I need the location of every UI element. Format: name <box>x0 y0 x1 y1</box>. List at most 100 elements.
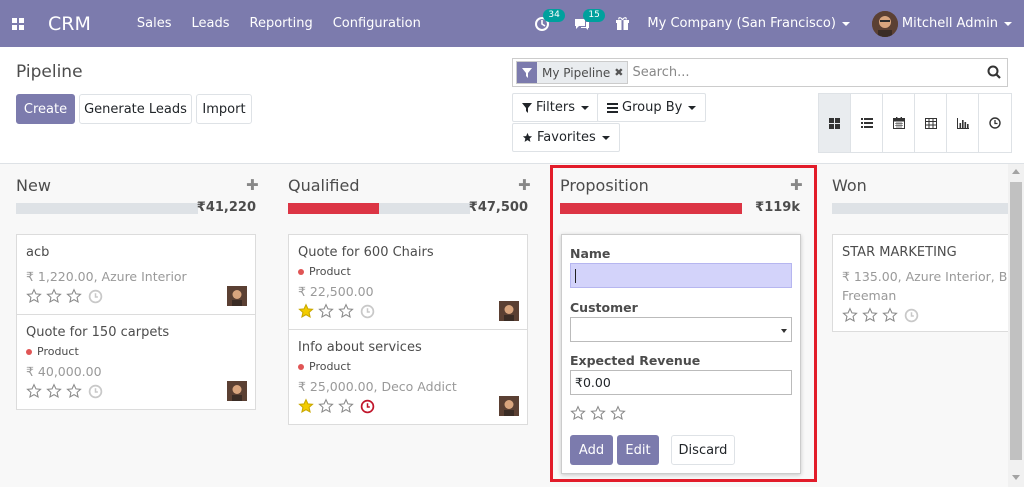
star-icon[interactable] <box>318 398 334 418</box>
chevron-down-icon <box>841 21 850 26</box>
discard-button[interactable]: Discard <box>671 435 735 465</box>
page-title: Pipeline <box>16 62 83 82</box>
generate-leads-button[interactable]: Generate Leads <box>79 94 192 124</box>
revenue-input[interactable]: ₹0.00 <box>570 370 792 395</box>
card-title: Info about services <box>298 340 422 355</box>
user-avatar[interactable] <box>871 10 898 37</box>
card-tag: Product <box>26 345 79 358</box>
chevron-down-icon <box>580 105 589 110</box>
user-name[interactable]: Mitchell Admin <box>901 16 998 31</box>
activity-clock-icon[interactable] <box>904 308 919 327</box>
star-icon[interactable] <box>298 398 314 418</box>
column-progressbar[interactable] <box>16 203 198 214</box>
pivot-view-icon[interactable] <box>915 94 947 152</box>
priority-stars[interactable] <box>298 398 375 418</box>
star-icon[interactable] <box>338 398 354 418</box>
activity-clock-icon[interactable] <box>88 289 103 308</box>
facet-value: My Pipeline <box>542 65 611 80</box>
star-icon[interactable] <box>66 288 82 308</box>
priority-stars[interactable] <box>298 303 375 323</box>
import-button[interactable]: Import <box>196 94 252 124</box>
avatar[interactable] <box>499 301 519 321</box>
kanban-card[interactable]: acb ₹ 1,220.00, Azure Interior <box>16 234 256 315</box>
star-icon[interactable] <box>570 405 586 425</box>
graph-view-icon[interactable] <box>947 94 979 152</box>
scroll-down-icon[interactable] <box>1012 475 1020 480</box>
star-icon[interactable] <box>298 303 314 323</box>
column-title: New <box>16 176 51 195</box>
messages-icon[interactable]: 15 <box>573 8 605 33</box>
priority-stars[interactable] <box>570 405 630 425</box>
customer-label: Customer <box>570 300 638 315</box>
filters-dropdown[interactable]: Filters <box>512 93 599 122</box>
card-subtitle: ₹ 22,500.00 <box>298 284 374 299</box>
priority-stars[interactable] <box>26 383 103 403</box>
star-icon[interactable] <box>26 288 42 308</box>
groupby-dropdown[interactable]: Group By <box>597 93 707 122</box>
messages-badge: 15 <box>583 8 605 22</box>
menu-sales[interactable]: Sales <box>136 16 172 31</box>
tag-color-dot <box>26 348 32 355</box>
plus-icon[interactable]: ✚ <box>790 176 803 194</box>
calendar-view-icon[interactable] <box>883 94 915 152</box>
star-icon[interactable] <box>590 405 606 425</box>
menu-reporting[interactable]: Reporting <box>249 16 313 31</box>
column-title: Won <box>832 176 867 195</box>
activity-view-icon[interactable] <box>979 94 1011 152</box>
search-bar[interactable]: My Pipeline ✖ Search... <box>512 58 1008 87</box>
activity-clock-icon[interactable] <box>360 304 375 323</box>
scroll-up-icon[interactable] <box>1012 169 1020 174</box>
column-progressbar[interactable] <box>288 203 470 214</box>
search-input[interactable]: Search... <box>632 65 690 80</box>
column-progressbar[interactable] <box>560 203 742 214</box>
star-icon[interactable] <box>338 303 354 323</box>
plus-icon[interactable]: ✚ <box>246 176 259 194</box>
search-icon[interactable] <box>987 65 1001 83</box>
activity-clock-icon[interactable] <box>88 384 103 403</box>
create-button[interactable]: Create <box>16 94 75 124</box>
avatar[interactable] <box>227 286 247 306</box>
column-progressbar[interactable] <box>832 203 1012 214</box>
list-view-icon[interactable] <box>851 94 883 152</box>
kanban-card[interactable]: Quote for 600 Chairs Product ₹ 22,500.00 <box>288 234 528 330</box>
star-icon[interactable] <box>862 307 878 327</box>
star-icon[interactable] <box>842 307 858 327</box>
column-total: ₹41,220 <box>196 200 256 215</box>
star-icon[interactable] <box>318 303 334 323</box>
scroll-thumb[interactable] <box>1010 182 1022 460</box>
card-tag: Product <box>298 265 351 278</box>
customer-select[interactable] <box>570 317 792 342</box>
app-brand[interactable]: CRM <box>48 12 91 35</box>
star-icon[interactable] <box>610 405 626 425</box>
kanban-view-icon[interactable] <box>819 94 851 152</box>
gift-icon[interactable] <box>613 15 631 33</box>
plus-icon[interactable]: ✚ <box>518 176 531 194</box>
vertical-scrollbar[interactable] <box>1008 164 1024 487</box>
priority-stars[interactable] <box>26 288 103 308</box>
name-input[interactable] <box>570 263 792 288</box>
avatar[interactable] <box>227 381 247 401</box>
kanban-card[interactable]: STAR MARKETING ₹ 135.00, Azure Interior,… <box>832 234 1024 332</box>
menu-leads[interactable]: Leads <box>191 16 230 31</box>
kanban-card[interactable]: Info about services Product ₹ 25,000.00,… <box>288 329 528 425</box>
apps-menu-icon[interactable] <box>3 0 33 47</box>
star-icon[interactable] <box>882 307 898 327</box>
company-switcher[interactable]: My Company (San Francisco) <box>647 16 850 31</box>
activity-clock-icon[interactable] <box>360 399 375 418</box>
edit-button[interactable]: Edit <box>617 435 659 465</box>
menu-configuration[interactable]: Configuration <box>332 16 421 31</box>
facet-remove-icon[interactable]: ✖ <box>614 66 624 79</box>
favorites-dropdown[interactable]: Favorites <box>512 123 620 152</box>
kanban-card[interactable]: Quote for 150 carpets Product ₹ 40,000.0… <box>16 314 256 410</box>
star-icon[interactable] <box>66 383 82 403</box>
star-icon <box>522 132 533 142</box>
add-button[interactable]: Add <box>570 435 613 465</box>
quick-create-form: Name Customer Expected Revenue ₹0.00 Add… <box>561 234 801 474</box>
card-subtitle: ₹ 25,000.00, Deco Addict <box>298 379 457 394</box>
star-icon[interactable] <box>46 383 62 403</box>
star-icon[interactable] <box>46 288 62 308</box>
activity-icon[interactable]: 34 <box>533 8 565 33</box>
star-icon[interactable] <box>26 383 42 403</box>
priority-stars[interactable] <box>842 307 919 327</box>
avatar[interactable] <box>499 396 519 416</box>
